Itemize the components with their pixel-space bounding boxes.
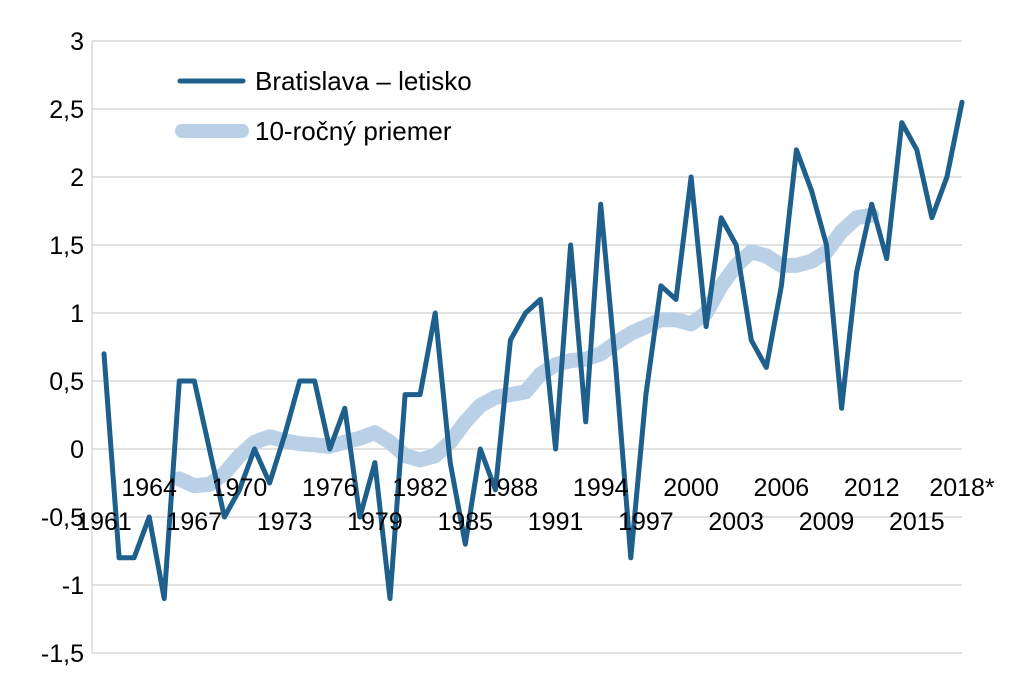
y-tick-label: 1 (70, 300, 84, 328)
x-tick-label-lower: 1973 (257, 508, 313, 536)
legend-label-bratislava: Bratislava – letisko (255, 66, 472, 96)
x-tick-label-upper: 2006 (754, 474, 810, 502)
series-line-10yr-mean (171, 207, 880, 494)
y-tick-label: 1,5 (49, 232, 84, 260)
x-tick-label-lower: 1961 (76, 508, 132, 536)
y-tick-label: 2 (70, 164, 84, 192)
x-tick-label-lower: 1979 (347, 508, 403, 536)
x-tick-label-upper: 1976 (302, 474, 358, 502)
y-tick-label: -1,5 (41, 640, 84, 668)
x-tick-label-upper: 2000 (663, 474, 719, 502)
x-tick-label-lower: 1997 (618, 508, 674, 536)
x-axis-tick-labels: 1964 1970 1976 1982 1988 1994 2000 2006 2012 2018… (76, 474, 995, 536)
x-tick-label-upper: 1970 (212, 474, 268, 502)
x-tick-label-upper: 1982 (392, 474, 448, 502)
y-tick-label: -1 (62, 572, 84, 600)
x-tick-label-upper: 1994 (573, 474, 629, 502)
legend: Bratislava – letisko 10-ročný priemer (175, 66, 472, 146)
y-tick-label: 0 (70, 436, 84, 464)
y-tick-label: 0,5 (49, 368, 84, 396)
x-tick-label-lower: 1967 (167, 508, 223, 536)
x-tick-label-upper: 2012 (844, 474, 900, 502)
x-tick-label-lower: 2009 (799, 508, 855, 536)
x-tick-label-lower: 2003 (708, 508, 764, 536)
x-tick-label-upper: 1988 (483, 474, 539, 502)
x-tick-label-lower: 1991 (528, 508, 584, 536)
x-tick-label-lower: 1985 (437, 508, 493, 536)
x-tick-label-upper: 2018* (929, 474, 995, 502)
series-lines (101, 99, 965, 602)
legend-label-10yr-mean: 10-ročný priemer (255, 116, 452, 146)
y-tick-label: 3 (70, 28, 84, 56)
x-tick-label-lower: 2015 (889, 508, 945, 536)
series-line-bratislava (101, 99, 965, 602)
x-tick-label-upper: 1964 (121, 474, 177, 502)
y-tick-label: 2,5 (49, 96, 84, 124)
y-axis-tick-labels: -1,5 -1 -0,5 0 0,5 1 1,5 2 2,5 3 (41, 28, 84, 668)
y-tick-label: -0,5 (41, 504, 84, 532)
